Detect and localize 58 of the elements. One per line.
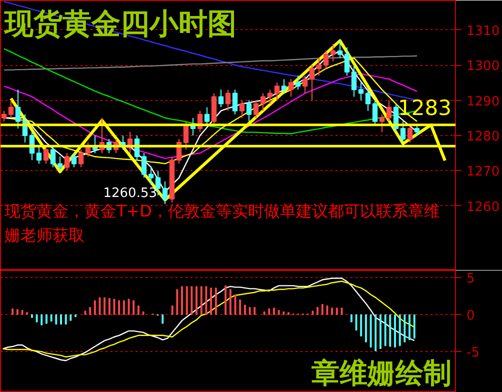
ref-line-label: 1283 bbox=[398, 96, 452, 120]
candlestick bbox=[43, 146, 49, 164]
candlestick bbox=[253, 100, 259, 118]
candlestick bbox=[218, 89, 224, 108]
y-tick-label: 1290 bbox=[466, 94, 500, 110]
candlestick bbox=[155, 170, 161, 196]
candlestick bbox=[267, 89, 273, 104]
candlestick bbox=[64, 152, 70, 172]
candlestick bbox=[407, 124, 413, 144]
y-tick-label: 1260 bbox=[466, 200, 500, 215]
candlestick bbox=[344, 46, 350, 76]
candlestick bbox=[225, 89, 231, 112]
candlestick bbox=[309, 64, 315, 101]
candlestick bbox=[239, 100, 245, 118]
candlestick bbox=[323, 50, 329, 70]
candlestick bbox=[302, 75, 308, 94]
candlestick bbox=[36, 146, 42, 164]
candlestick bbox=[232, 89, 238, 115]
candlestick bbox=[8, 100, 14, 118]
candlestick bbox=[274, 82, 280, 101]
candlestick bbox=[204, 106, 210, 126]
candlestick bbox=[162, 180, 168, 205]
candlestick bbox=[372, 100, 378, 126]
candlestick bbox=[316, 57, 322, 76]
y-tick-label: 1300 bbox=[466, 59, 500, 74]
y-tick-label: -5 bbox=[466, 346, 480, 361]
candlestick bbox=[379, 114, 385, 132]
annotation: 1260.53 bbox=[103, 186, 158, 202]
candlestick bbox=[295, 75, 301, 90]
y-tick-label: 0 bbox=[466, 308, 475, 324]
candlestick bbox=[386, 100, 392, 122]
y-tick-label: 1310 bbox=[466, 24, 500, 39]
candlestick bbox=[365, 89, 371, 112]
candlestick bbox=[141, 152, 147, 178]
y-tick-label: 1270 bbox=[466, 164, 500, 180]
annotation: 章维姗绘制 bbox=[310, 356, 452, 390]
candlestick bbox=[50, 146, 56, 168]
line-series bbox=[3, 0, 418, 101]
annotation: 现货黄金，黄金T+D，伦敦金等实时做单建议都可以联系章维姗老师获取 bbox=[4, 202, 440, 244]
line-series bbox=[3, 55, 418, 71]
candlestick bbox=[288, 78, 294, 98]
candlestick bbox=[1, 110, 7, 122]
candlestick bbox=[246, 100, 252, 122]
candlestick bbox=[358, 82, 364, 101]
candlestick bbox=[330, 43, 336, 62]
y-tick-label: 1280 bbox=[466, 130, 500, 144]
candlestick bbox=[260, 92, 266, 112]
candlestick bbox=[57, 156, 63, 172]
candlestick bbox=[414, 124, 420, 136]
candlestick bbox=[337, 40, 343, 58]
candlestick bbox=[78, 149, 84, 168]
candlestick bbox=[351, 64, 357, 98]
candlestick bbox=[15, 89, 21, 129]
candlestick bbox=[148, 166, 154, 186]
candlestick bbox=[400, 120, 406, 144]
candlestick bbox=[71, 152, 77, 168]
candlestick bbox=[281, 78, 287, 94]
y-tick-label: 5 bbox=[466, 272, 475, 287]
